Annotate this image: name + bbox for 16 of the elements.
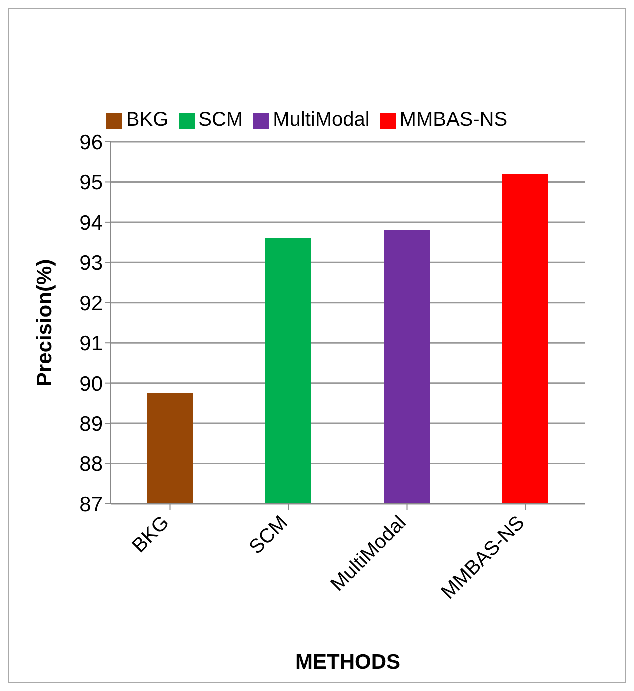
legend-label: MMBAS-NS [400, 109, 508, 131]
y-axis-title: Precision(%) [33, 259, 56, 387]
y-tick-label: 96 [80, 131, 103, 154]
y-tick-label: 92 [80, 292, 103, 316]
x-axis-title: METHODS [296, 651, 400, 674]
legend-label: SCM [198, 109, 244, 131]
legend-label: MultiModal [273, 109, 370, 131]
y-tick-label: 87 [80, 493, 103, 516]
y-tick-label: 94 [80, 212, 104, 235]
y-tick-label: 90 [80, 372, 103, 396]
y-tick-label: 89 [80, 413, 103, 436]
y-tick-label: 88 [80, 453, 103, 476]
y-tick-label: 95 [80, 172, 103, 195]
y-tick-label: 93 [80, 252, 103, 276]
legend-label: BKG [126, 109, 169, 131]
y-tick-label: 91 [80, 332, 103, 356]
